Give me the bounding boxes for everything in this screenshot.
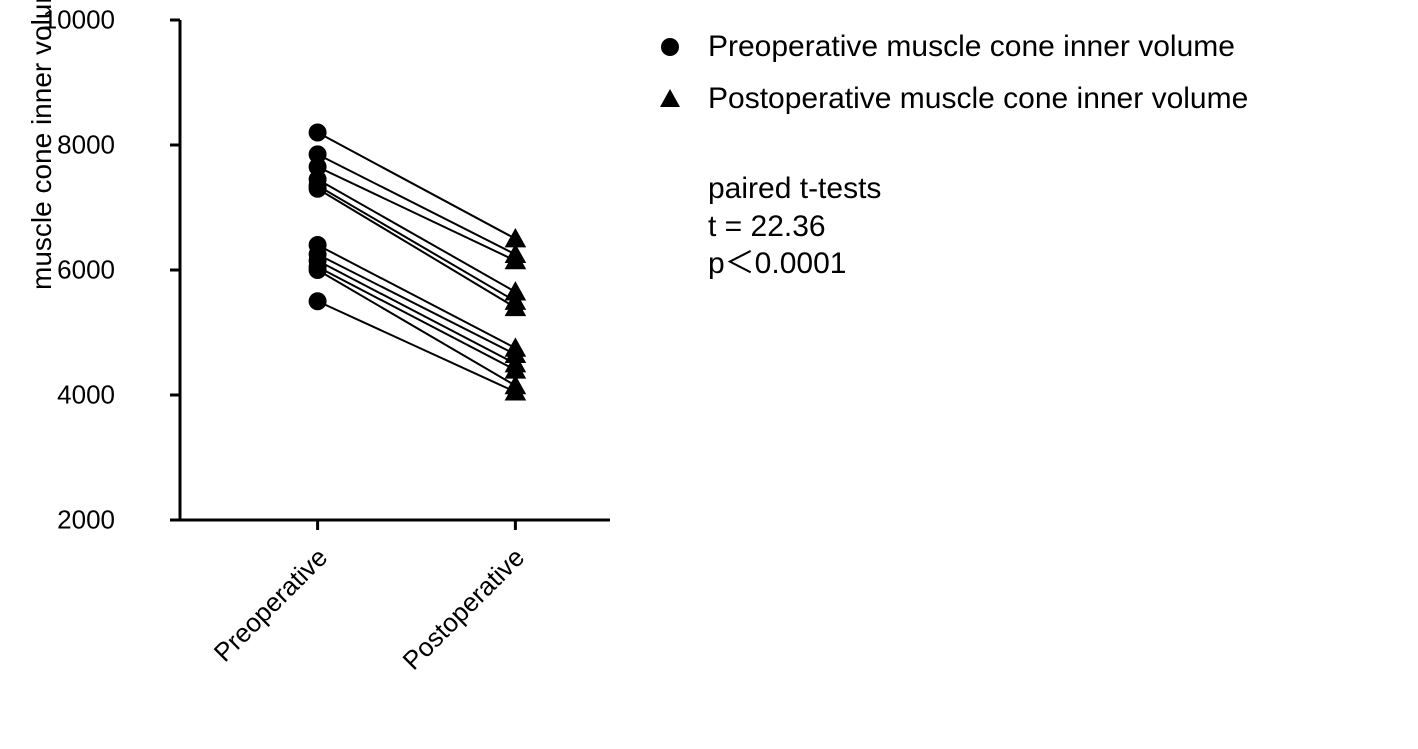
stats-block: paired t-tests t = 22.36 p＜0.0001	[708, 170, 881, 283]
stats-line: paired t-tests	[708, 170, 881, 208]
legend-item: Postoperative muscle cone inner volume	[650, 82, 1248, 116]
y-tick-label: 6000	[57, 255, 115, 286]
y-axis-label: muscle cone inner volume（mm3）	[20, 0, 60, 290]
legend-label: Preoperative muscle cone inner volume	[708, 30, 1235, 64]
stats-line: p＜0.0001	[708, 245, 881, 283]
y-tick-label: 8000	[57, 130, 115, 161]
triangle-icon	[650, 87, 690, 111]
y-tick-label: 2000	[57, 505, 115, 536]
x-tick-label: Preoperative	[207, 542, 333, 668]
x-tick-label: Postoperative	[397, 542, 531, 676]
circle-icon	[650, 35, 690, 59]
stats-line: t = 22.36	[708, 208, 881, 246]
y-tick-label: 10000	[43, 5, 115, 36]
chart-container: muscle cone inner volume（mm3） 2000400060…	[30, 10, 610, 740]
legend-label: Postoperative muscle cone inner volume	[708, 82, 1248, 116]
legend-item: Preoperative muscle cone inner volume	[650, 30, 1248, 64]
legend: Preoperative muscle cone inner volume Pos…	[650, 30, 1248, 134]
y-tick-label: 4000	[57, 380, 115, 411]
chart-svg	[130, 10, 630, 560]
